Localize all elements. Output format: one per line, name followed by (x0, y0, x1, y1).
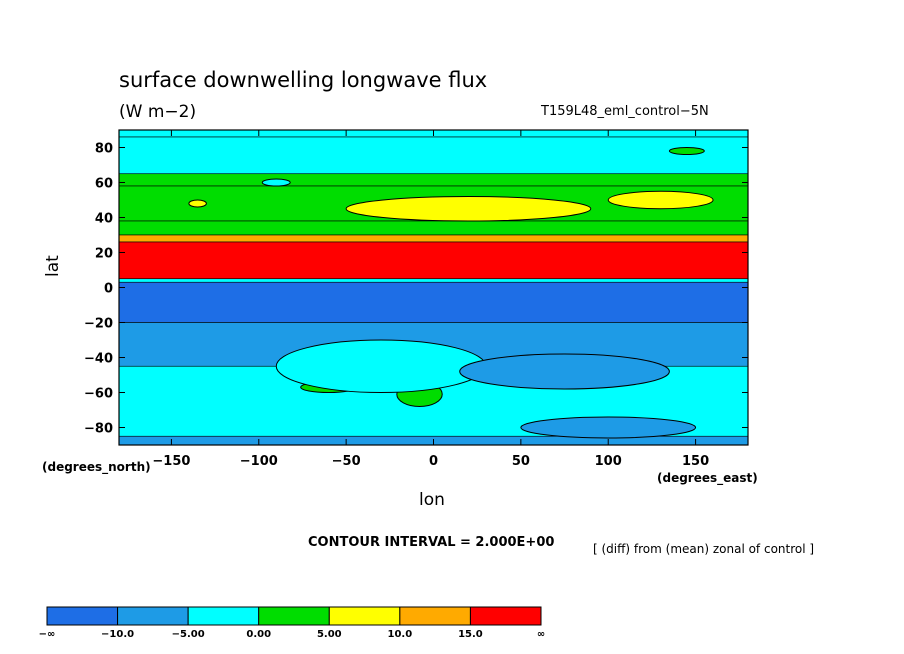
chart-title: surface downwelling longwave flux (119, 68, 488, 92)
colorbar-swatch (46, 606, 119, 626)
y-tick-label: 0 (104, 282, 113, 297)
band-5 (119, 234, 748, 243)
y-tick-label: −20 (84, 317, 113, 332)
colorbar-label: −∞ (39, 629, 56, 640)
colorbar: −∞ −10.0 −5.00 0.00 5.00 10.0 15.0 ∞ (39, 606, 545, 640)
colorbar-label: ∞ (537, 629, 545, 640)
axes: 80 60 40 20 0 −20 −40 −60 −80 −150 −100 −50 0 50 100 15… (84, 130, 748, 469)
band-4 (119, 220, 748, 236)
y-tick-label: −60 (84, 387, 113, 402)
blob-3 (188, 199, 207, 208)
colorbar-swatch (258, 606, 330, 626)
plot-area (119, 130, 748, 445)
colorbar-swatch (469, 606, 542, 626)
colorbar-label: −5.00 (172, 629, 205, 640)
blob-4 (668, 147, 705, 155)
x-tick-label: 50 (512, 454, 530, 469)
y-tick-label: 20 (95, 247, 113, 262)
blob-9 (520, 416, 697, 439)
y-tick-label: 40 (95, 212, 113, 227)
blob-8 (459, 353, 670, 390)
y-tick-label: 80 (95, 142, 113, 157)
x-tick-label: 150 (682, 454, 709, 469)
colorbar-label: 0.00 (246, 629, 271, 640)
y-tick-label: −80 (84, 422, 113, 437)
colorbar-label: 10.0 (388, 629, 413, 640)
dataset-label: T159L48_eml_control−5N (541, 104, 709, 119)
colorbar-label: −10.0 (101, 629, 134, 640)
blob-0 (261, 178, 291, 187)
y-axis-units: (degrees_north) (42, 460, 151, 474)
x-axis-label: lon (419, 490, 445, 510)
colorbar-label: 15.0 (458, 629, 483, 640)
band-1 (119, 136, 748, 175)
blob-1 (345, 196, 592, 222)
x-tick-label: 100 (595, 454, 622, 469)
x-axis-units: (degrees_east) (657, 471, 758, 485)
x-tick-label: −50 (332, 454, 361, 469)
x-tick-label: −100 (240, 454, 278, 469)
colorbar-swatch (328, 606, 401, 626)
blob-2 (607, 190, 714, 210)
contour-interval: CONTOUR INTERVAL = 2.000E+00 (308, 535, 555, 550)
band-6 (119, 241, 748, 280)
band-8 (119, 281, 748, 323)
y-tick-label: −40 (84, 352, 113, 367)
x-tick-label: −150 (152, 454, 190, 469)
y-tick-label: 60 (95, 177, 113, 192)
diff-note: [ (diff) from (mean) zonal of control ] (593, 542, 815, 556)
band-7 (119, 278, 748, 283)
blob-7 (275, 339, 487, 393)
colorbar-swatch (117, 606, 189, 626)
colorbar-label: 5.00 (317, 629, 342, 640)
x-tick-label: 0 (429, 454, 438, 469)
band-2 (119, 173, 748, 187)
colorbar-swatch (187, 606, 260, 626)
chart-units: (W m−2) (119, 102, 197, 122)
colorbar-swatch (399, 606, 471, 626)
